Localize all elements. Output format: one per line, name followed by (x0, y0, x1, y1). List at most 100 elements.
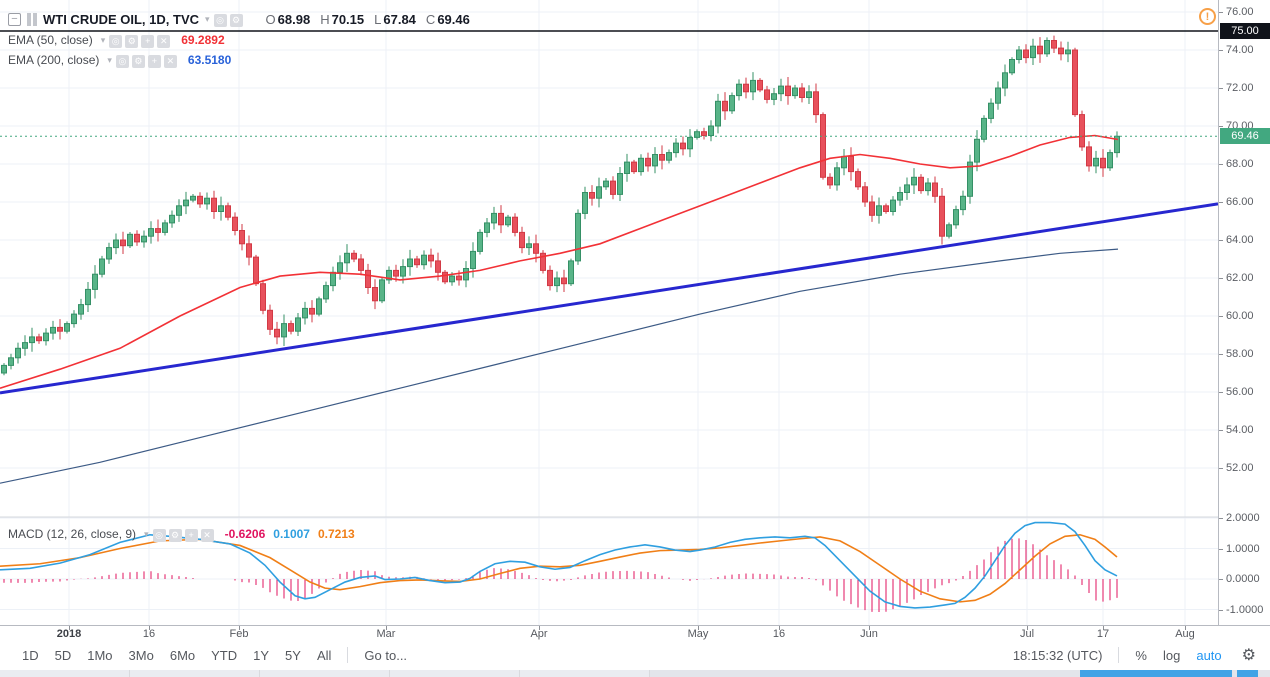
price-tick-label: 72.00 (1226, 82, 1254, 94)
gear-icon[interactable]: ⚙ (229, 14, 243, 27)
price-tick-label: 52.00 (1226, 462, 1254, 474)
chevron-down-icon[interactable]: ▾ (107, 54, 112, 65)
plus-icon[interactable]: + (147, 55, 161, 68)
price-tick-label: 60.00 (1226, 310, 1254, 322)
time-tick-mark (386, 626, 387, 630)
chevron-down-icon[interactable]: ▾ (100, 34, 106, 45)
ohlc-value: 67.84 (383, 11, 416, 27)
bottom-toolbar: 1D 5D 1Mo 3Mo 6Mo YTD 1Y 5Y All Go to... 18:15:3… (0, 641, 1270, 669)
close-icon[interactable]: ✕ (157, 35, 171, 48)
price-tick-mark (1219, 468, 1223, 469)
price-tick-label: 58.00 (1226, 348, 1254, 360)
horizontal-scrollbar[interactable] (0, 670, 1270, 677)
range-button-1y[interactable]: 1Y (253, 647, 270, 663)
price-tick-mark (1219, 88, 1223, 89)
range-button-1mo[interactable]: 1Mo (87, 647, 113, 663)
time-tick-label: Jul (1019, 628, 1035, 640)
range-button-5d[interactable]: 5D (54, 647, 72, 663)
time-tick-mark (779, 626, 780, 630)
price-tick-mark (1219, 240, 1223, 241)
symbol-title: WTI CRUDE OIL, 1D, TVC (43, 11, 199, 27)
price-tick-mark (1219, 392, 1223, 393)
scrollbar-segment (0, 670, 130, 677)
price-tick-mark (1219, 202, 1223, 203)
goto-button[interactable]: Go to... (364, 647, 408, 663)
chevron-down-icon[interactable]: ▾ (144, 528, 149, 539)
price-tick-label: 76.00 (1226, 6, 1254, 18)
time-tick-label: Mar (376, 628, 396, 640)
range-button-5y[interactable]: 5Y (285, 647, 301, 663)
scrollbar-segment (390, 670, 520, 677)
eye-icon[interactable]: ◎ (152, 529, 166, 542)
plus-icon[interactable]: + (141, 35, 155, 48)
time-tick-mark (698, 626, 699, 630)
eye-icon[interactable]: ◎ (213, 14, 227, 27)
ohlc-letter: H (320, 11, 330, 27)
clock-utc[interactable]: 18:15:32 (UTC) (1012, 647, 1103, 663)
time-tick-mark (1103, 626, 1104, 630)
price-tick-mark (1219, 354, 1223, 355)
time-tick-mark (869, 626, 870, 630)
macd-tick-mark (1219, 518, 1223, 519)
price-tick-label: 62.00 (1226, 272, 1254, 284)
price-tick-label: 68.00 (1226, 158, 1254, 170)
ema50-value: 69.2892 (181, 33, 225, 47)
price-tick-mark (1219, 316, 1223, 317)
macd-tick-label: 2.0000 (1226, 512, 1260, 524)
macd-value: -0.6206 (224, 527, 266, 541)
price-tick-mark (1219, 50, 1223, 51)
eye-icon[interactable]: ◎ (115, 55, 129, 68)
price-chart[interactable] (0, 0, 1270, 625)
collapse-pane-button[interactable]: − (8, 12, 21, 26)
eye-icon[interactable]: ◎ (109, 35, 123, 48)
price-tick-label: 74.00 (1226, 44, 1254, 56)
ema200-label: EMA (200, close) (8, 53, 100, 67)
price-tick-label: 54.00 (1226, 424, 1254, 436)
range-button-ytd[interactable]: YTD (211, 647, 238, 663)
time-tick-mark (69, 626, 70, 630)
macd-tick-label: -1.0000 (1226, 603, 1264, 616)
range-button-1d[interactable]: 1D (22, 647, 39, 663)
time-tick-label: 2018 (56, 628, 82, 640)
gear-icon[interactable]: ⚙ (168, 529, 182, 542)
range-button-6mo[interactable]: 6Mo (169, 647, 196, 663)
alert-icon[interactable]: ! (1199, 8, 1216, 25)
range-button-all[interactable]: All (316, 647, 332, 663)
auto-scale-button[interactable]: auto (1196, 647, 1222, 663)
series-type-icon (27, 12, 39, 26)
scrollbar-thumb[interactable] (1080, 670, 1232, 677)
chart-legend: − WTI CRUDE OIL, 1D, TVC ▾ ◎ ⚙ O 68.98 H 70.… (8, 8, 470, 70)
toolbar-divider (1118, 647, 1120, 663)
plus-icon[interactable]: + (184, 529, 198, 542)
scrollbar-thumb[interactable] (1237, 670, 1258, 677)
range-button-3mo[interactable]: 3Mo (128, 647, 154, 663)
macd-legend-row: MACD (12, 26, close, 9) ▾ ◎ ⚙ + ✕ -0.6206 0.… (8, 524, 355, 544)
close-icon[interactable]: ✕ (163, 55, 177, 68)
last-price-badge: 69.46 (1220, 128, 1270, 145)
price-tick-mark (1219, 430, 1223, 431)
macd-label: MACD (12, 26, close, 9) (8, 527, 137, 541)
percent-scale-button[interactable]: % (1135, 647, 1147, 663)
gear-icon[interactable]: ⚙ (1241, 647, 1256, 664)
ohlc-value: 69.46 (437, 11, 470, 27)
macd-tick-label: 1.0000 (1226, 542, 1260, 555)
alert-price-badge: 75.00 (1220, 23, 1270, 39)
gear-icon[interactable]: ⚙ (131, 55, 145, 68)
macd-tick-mark (1219, 579, 1223, 580)
price-tick-label: 64.00 (1226, 234, 1254, 246)
price-axis[interactable]: 76.00 74.00 72.00 70.00 68.00 66.00 64.00 62.00… (1218, 0, 1270, 625)
price-tick-label: 56.00 (1226, 386, 1254, 398)
ohlc-letter: O (265, 11, 276, 27)
chevron-down-icon[interactable]: ▾ (205, 13, 210, 24)
time-axis[interactable]: 2018 16 Feb Mar Apr May 16 Jun Jul 17 Aug (0, 625, 1270, 640)
time-tick-label: 16 (142, 628, 156, 640)
gear-icon[interactable]: ⚙ (125, 35, 139, 48)
macd-value: 0.7213 (317, 527, 355, 541)
time-tick-label: May (687, 628, 709, 640)
close-icon[interactable]: ✕ (200, 529, 214, 542)
log-scale-button[interactable]: log (1162, 647, 1181, 663)
ema50-label: EMA (50, close) (8, 33, 93, 47)
time-tick-label: 17 (1096, 628, 1110, 640)
price-tick-mark (1219, 164, 1223, 165)
